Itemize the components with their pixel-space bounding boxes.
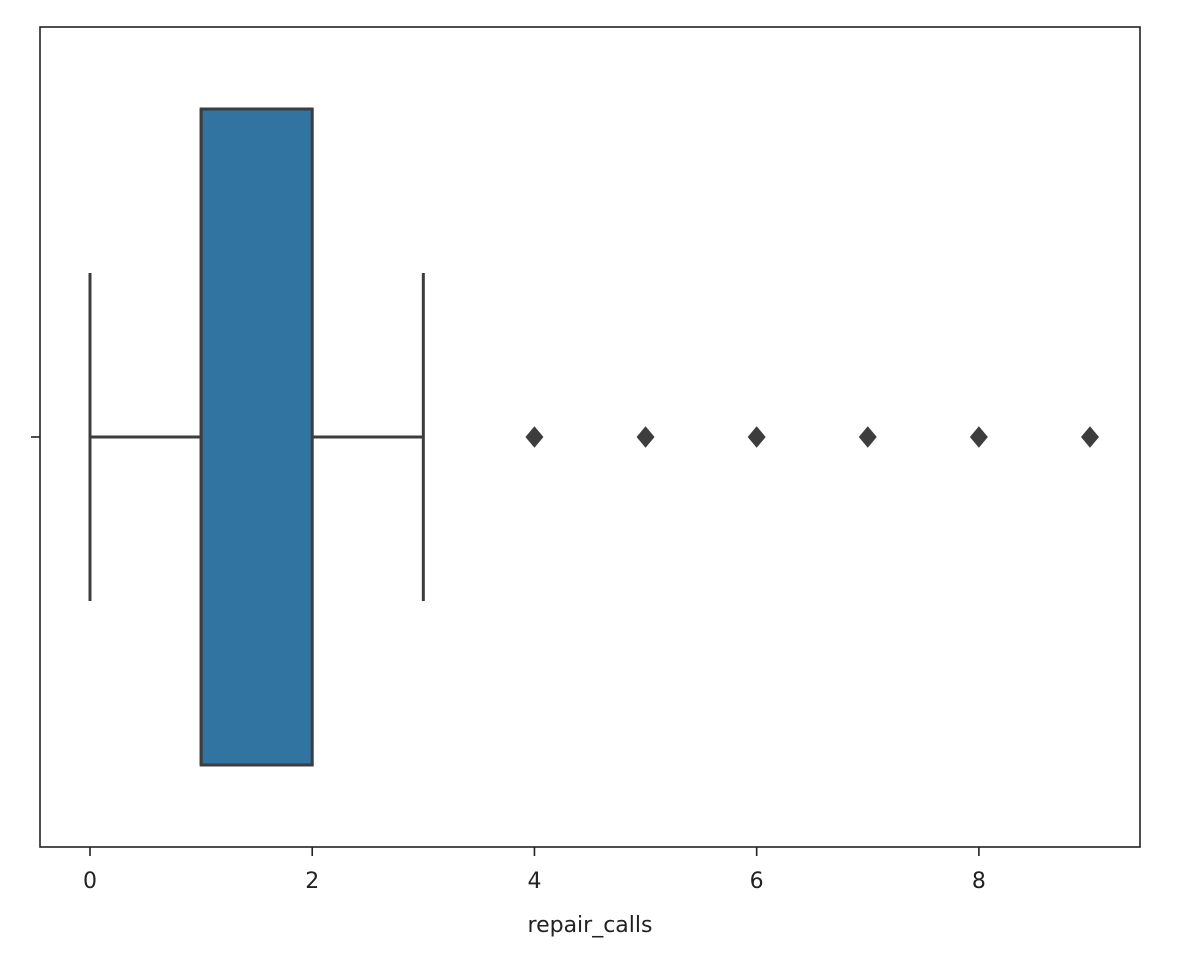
x-tick-label: 6 (750, 869, 764, 894)
x-axis-label: repair_calls (528, 913, 653, 938)
x-tick-label: 4 (527, 869, 541, 894)
outlier (747, 426, 766, 448)
outlier (525, 426, 544, 448)
outlier (858, 426, 877, 448)
outlier (1081, 426, 1099, 448)
outlier (636, 426, 655, 448)
x-tick-label: 0 (83, 869, 97, 894)
x-tick-label: 8 (972, 869, 986, 894)
box (199, 107, 314, 767)
x-tick-label: 2 (305, 869, 319, 894)
outlier (969, 426, 988, 448)
